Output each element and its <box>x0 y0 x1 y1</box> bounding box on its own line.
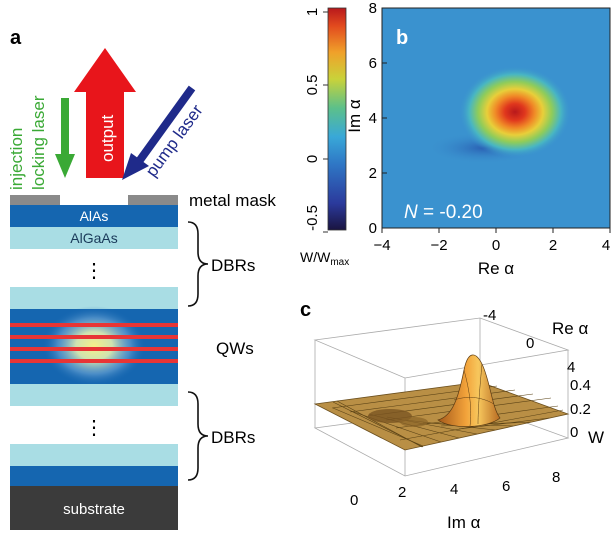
dbr-top-light-layer <box>10 287 178 309</box>
algaas-layer <box>10 227 178 249</box>
x-tick-0: 0 <box>492 237 500 254</box>
mode-glow <box>42 306 146 386</box>
injection-label-2: locking laser <box>29 95 48 190</box>
alas-layer <box>10 205 178 227</box>
algaas-label: AlGaAs <box>70 230 117 246</box>
injection-arrow <box>55 98 75 178</box>
ellipsis-top: ⋮ <box>84 260 104 282</box>
alas-label: AlAs <box>80 208 109 224</box>
panel-b: 1 0.5 0 -0.5 W/Wmax Im α b N = -0.20 0 2… <box>300 0 611 278</box>
colorbar-label: W/Wmax <box>300 249 349 268</box>
colorbar-tick-0: 0 <box>304 155 321 163</box>
im-tick-2: 2 <box>398 484 406 501</box>
dbrs-top-label: DBRs <box>211 256 255 275</box>
substrate-layer <box>10 486 178 530</box>
y-tick-6: 6 <box>369 55 377 72</box>
heatmap-xlabel: Re α <box>478 259 514 278</box>
qw-line-4 <box>10 359 178 363</box>
heatmap-area <box>382 8 610 228</box>
qws-label: QWs <box>216 339 254 358</box>
qw-line-1 <box>10 323 178 327</box>
im-tick-8: 8 <box>552 469 560 486</box>
im-tick-6: 6 <box>502 478 510 495</box>
brace-bottom <box>187 391 209 481</box>
surface-dip <box>368 409 412 423</box>
y-tick-8: 8 <box>369 0 377 17</box>
x-tick-neg2: −2 <box>430 237 447 254</box>
colorbar <box>327 7 347 231</box>
dbrs-bottom-label: DBRs <box>211 428 255 447</box>
qw-line-3 <box>10 347 178 351</box>
panel-c: c <box>300 299 604 532</box>
heatmap-peak <box>459 66 571 158</box>
colorbar-ticks <box>323 11 328 233</box>
panel-a-label: a <box>10 27 22 49</box>
ellipsis-bottom: ⋮ <box>84 417 104 439</box>
panel-a: a injection locking laser output pump la… <box>7 27 276 530</box>
metal-mask-right <box>128 195 178 205</box>
surface-plane <box>313 381 570 451</box>
injection-arrow-shaft <box>61 98 69 154</box>
substrate-label: substrate <box>63 501 125 518</box>
heatmap-x-ticks <box>381 228 611 233</box>
panel-b-label: b <box>396 27 408 49</box>
pump-arrow-head <box>122 153 149 180</box>
metal-mask-label: metal mask <box>189 191 276 210</box>
output-arrow-shape <box>74 48 136 178</box>
x-tick-neg4: −4 <box>373 237 390 254</box>
pump-arrow <box>122 85 196 180</box>
re-axis-label: Re α <box>552 319 588 338</box>
w-tick-04: 0.4 <box>570 377 591 394</box>
im-tick-4: 4 <box>450 481 458 498</box>
injection-label-1: injection <box>7 128 26 190</box>
heatmap-ylabel: Im α <box>345 99 364 133</box>
re-tick-neg4: -4 <box>483 307 496 324</box>
re-tick-4: 4 <box>567 359 575 376</box>
colorbar-tick-05: 0.5 <box>304 75 321 96</box>
brace-top <box>187 221 209 307</box>
y-tick-0: 0 <box>369 220 377 237</box>
panel-c-label: c <box>300 299 311 321</box>
w-tick-02: 0.2 <box>570 401 591 418</box>
re-tick-0: 0 <box>526 335 534 352</box>
x-tick-2: 2 <box>549 237 557 254</box>
colorbar-tick-1: 1 <box>304 8 321 16</box>
dbr-bottom-dark-layer <box>10 466 178 486</box>
colorbar-tick-neg05: -0.5 <box>304 205 321 231</box>
injection-arrow-head <box>55 154 75 178</box>
w-tick-0: 0 <box>570 424 578 441</box>
output-arrow <box>74 48 136 178</box>
surface-peak-mesh <box>453 363 495 427</box>
im-axis-label: Im α <box>447 513 481 532</box>
pump-arrow-shaft <box>136 85 196 163</box>
y-tick-2: 2 <box>369 165 377 182</box>
dbr-bottom-light-layer-2 <box>10 444 178 466</box>
im-tick-0: 0 <box>350 492 358 509</box>
y-tick-4: 4 <box>369 110 377 127</box>
heatmap-y-ticks <box>382 7 387 229</box>
heatmap-annotation: N = -0.20 <box>404 202 483 223</box>
dbr-bottom-light-layer-1 <box>10 384 178 406</box>
qw-line-2 <box>10 335 178 339</box>
metal-mask-left <box>10 195 60 205</box>
w-axis-label: W <box>588 428 604 447</box>
x-tick-4: 4 <box>602 237 610 254</box>
surface-dip-2 <box>400 417 428 427</box>
output-label: output <box>98 114 117 162</box>
